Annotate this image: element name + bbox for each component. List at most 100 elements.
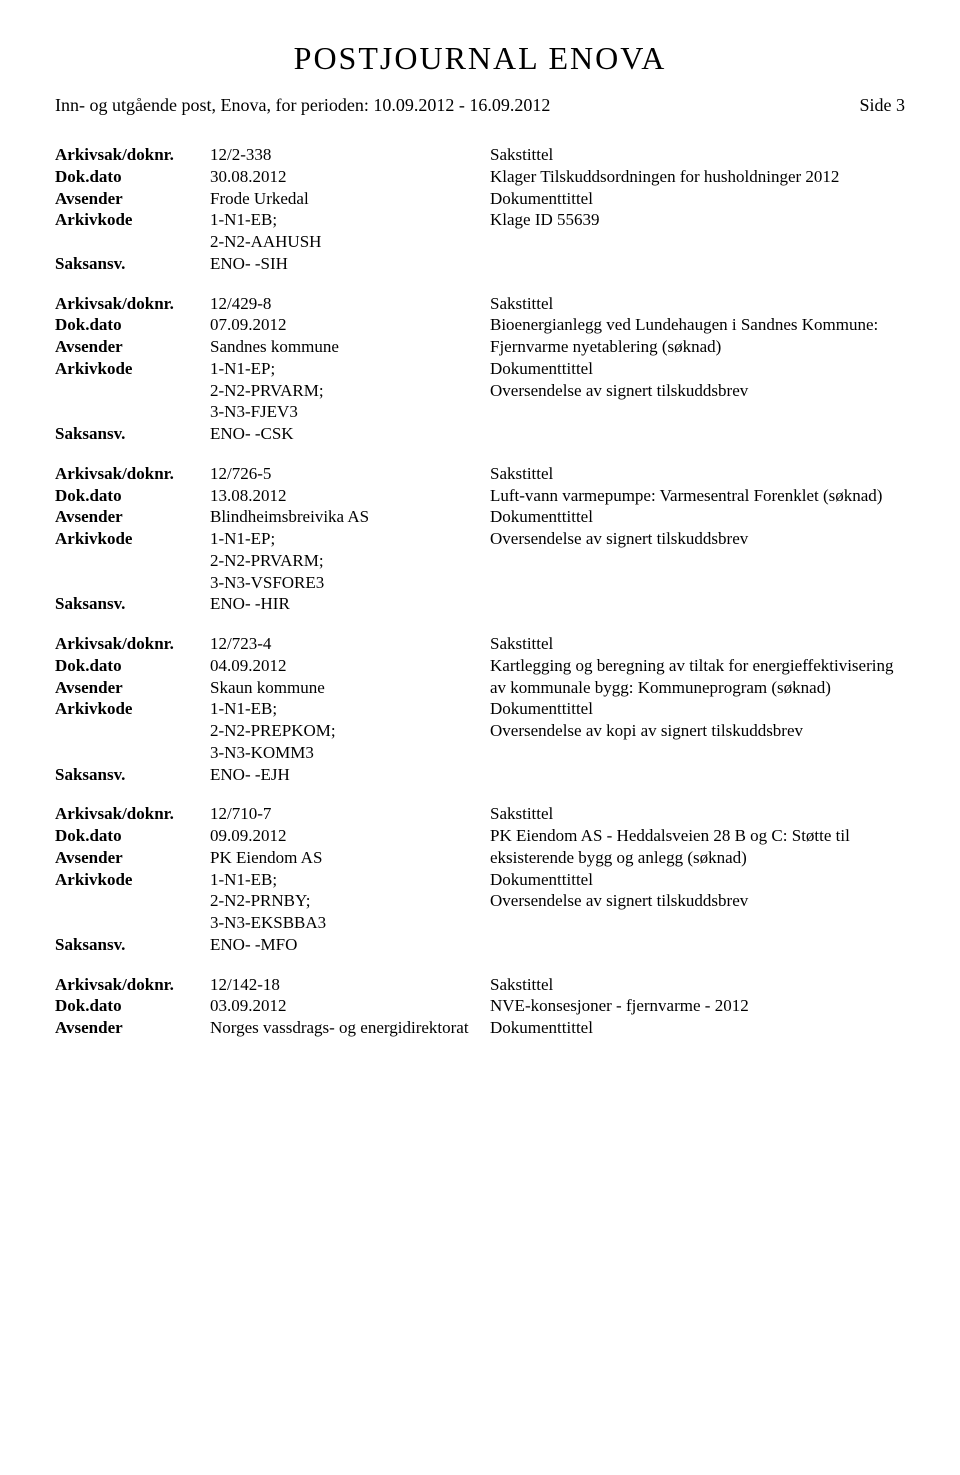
label-generic [55,720,210,742]
journal-record: Arkivsak/doknr. 12/429-8 Sakstittel Bioe… [55,293,905,445]
period-subtitle: Inn- og utgående post, Enova, for period… [55,95,550,116]
value-generic: 2-N2-PRNBY; [210,890,490,912]
journal-record: Arkivsak/doknr. 12/2-338 Sakstittel Klag… [55,144,905,275]
value-generic: ENO- -MFO [210,934,490,956]
journal-record: Arkivsak/doknr. 12/726-5 Sakstittel Luft… [55,463,905,615]
label-generic: Avsender [55,336,210,358]
value-arkivsak: 12/142-18 [210,974,490,996]
value-generic: ENO- -SIH [210,253,490,275]
value-sakstittel: NVE-konsesjoner - fjernvarme - 2012 [490,995,899,1017]
label-dokumenttittel: Dokumenttittel [490,188,899,210]
records-container: Arkivsak/doknr. 12/2-338 Sakstittel Klag… [55,144,905,1039]
value-generic: 3-N3-KOMM3 [210,742,490,764]
value-arkivsak: 12/710-7 [210,803,490,825]
value-dokdato: 09.09.2012 [210,825,490,847]
label-generic [55,912,210,934]
page-number: Side 3 [859,95,905,116]
value-generic: 3-N3-EKSBBA3 [210,912,490,934]
value-dokdato: 03.09.2012 [210,995,490,1017]
right-column: Sakstittel Klager Tilskuddsordningen for… [490,144,905,275]
value-generic: 1-N1-EB; [210,869,490,891]
label-generic: Saksansv. [55,764,210,786]
label-generic [55,742,210,764]
label-generic: Avsender [55,188,210,210]
label-generic: Avsender [55,1017,210,1039]
journal-record: Arkivsak/doknr. 12/723-4 Sakstittel Kart… [55,633,905,785]
value-generic: 1-N1-EB; [210,698,490,720]
label-dokdato: Dok.dato [55,314,210,336]
label-generic: Arkivkode [55,528,210,550]
journal-record: Arkivsak/doknr. 12/142-18 Sakstittel NVE… [55,974,905,1039]
value-generic: PK Eiendom AS [210,847,490,869]
value-dokumenttittel: Oversendelse av signert tilskuddsbrev [490,528,899,550]
value-generic: ENO- -HIR [210,593,490,615]
label-generic: Avsender [55,677,210,699]
journal-record: Arkivsak/doknr. 12/710-7 Sakstittel PK E… [55,803,905,955]
label-generic: Arkivkode [55,869,210,891]
value-generic: 1-N1-EP; [210,358,490,380]
label-generic: Avsender [55,847,210,869]
label-arkivsak: Arkivsak/doknr. [55,463,210,485]
label-generic [55,401,210,423]
label-dokumenttittel: Dokumenttittel [490,506,899,528]
label-arkivsak: Arkivsak/doknr. [55,144,210,166]
value-sakstittel: Luft-vann varmepumpe: Varmesentral Foren… [490,485,899,507]
label-generic: Saksansv. [55,593,210,615]
value-dokdato: 04.09.2012 [210,655,490,677]
value-generic: 3-N3-VSFORE3 [210,572,490,594]
value-sakstittel: Klager Tilskuddsordningen for husholdnin… [490,166,899,188]
label-generic: Arkivkode [55,209,210,231]
value-sakstittel: Kartlegging og beregning av tiltak for e… [490,655,899,699]
value-generic: 2-N2-AAHUSH [210,231,490,253]
label-dokumenttittel: Dokumenttittel [490,1017,899,1039]
label-arkivsak: Arkivsak/doknr. [55,633,210,655]
label-generic [55,231,210,253]
value-arkivsak: 12/723-4 [210,633,490,655]
label-generic: Avsender [55,506,210,528]
value-arkivsak: 12/429-8 [210,293,490,315]
label-arkivsak: Arkivsak/doknr. [55,803,210,825]
label-dokdato: Dok.dato [55,995,210,1017]
label-dokumenttittel: Dokumenttittel [490,698,899,720]
label-sakstittel: Sakstittel [490,463,899,485]
value-arkivsak: 12/726-5 [210,463,490,485]
label-generic [55,890,210,912]
right-column: Sakstittel NVE-konsesjoner - fjernvarme … [490,974,905,1039]
right-column: Sakstittel Luft-vann varmepumpe: Varmese… [490,463,905,615]
value-generic: Sandnes kommune [210,336,490,358]
label-sakstittel: Sakstittel [490,293,899,315]
value-generic: Norges vassdrags- og energidirektorat [210,1017,490,1039]
label-generic [55,572,210,594]
label-arkivsak: Arkivsak/doknr. [55,293,210,315]
page: POSTJOURNAL ENOVA Inn- og utgående post,… [0,0,960,1475]
value-generic: Blindheimsbreivika AS [210,506,490,528]
value-generic: 2-N2-PREPKOM; [210,720,490,742]
value-generic: 1-N1-EP; [210,528,490,550]
label-generic [55,550,210,572]
value-dokdato: 13.08.2012 [210,485,490,507]
value-dokumenttittel: Oversendelse av kopi av signert tilskudd… [490,720,899,742]
value-generic: Frode Urkedal [210,188,490,210]
page-title: POSTJOURNAL ENOVA [55,40,905,77]
subheader-row: Inn- og utgående post, Enova, for period… [55,95,905,116]
value-generic: 2-N2-PRVARM; [210,550,490,572]
value-generic: 2-N2-PRVARM; [210,380,490,402]
label-dokdato: Dok.dato [55,485,210,507]
label-generic [55,380,210,402]
label-generic: Saksansv. [55,253,210,275]
value-dokdato: 07.09.2012 [210,314,490,336]
value-sakstittel: Bioenergianlegg ved Lundehaugen i Sandne… [490,314,899,358]
label-sakstittel: Sakstittel [490,633,899,655]
label-sakstittel: Sakstittel [490,144,899,166]
right-column: Sakstittel Bioenergianlegg ved Lundehaug… [490,293,905,445]
label-dokumenttittel: Dokumenttittel [490,358,899,380]
label-dokdato: Dok.dato [55,655,210,677]
label-sakstittel: Sakstittel [490,803,899,825]
value-generic: ENO- -CSK [210,423,490,445]
value-generic: 3-N3-FJEV3 [210,401,490,423]
label-dokdato: Dok.dato [55,825,210,847]
label-sakstittel: Sakstittel [490,974,899,996]
label-arkivsak: Arkivsak/doknr. [55,974,210,996]
value-dokumenttittel: Oversendelse av signert tilskuddsbrev [490,890,899,912]
value-dokumenttittel: Oversendelse av signert tilskuddsbrev [490,380,899,402]
